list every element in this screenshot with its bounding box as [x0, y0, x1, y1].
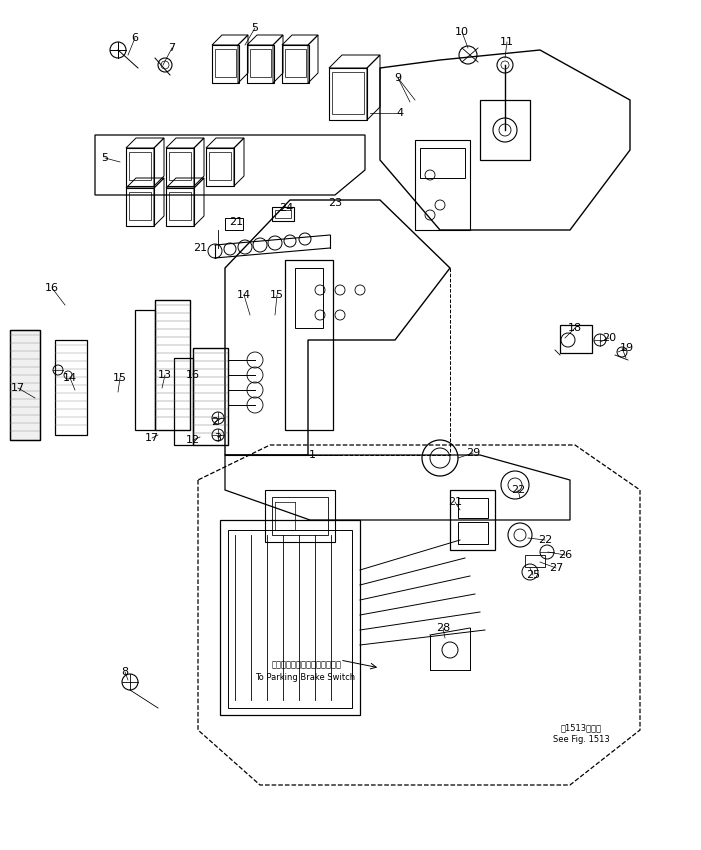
- Bar: [10, 330, 40, 440]
- Text: 28: 28: [436, 623, 450, 633]
- Text: 11: 11: [500, 37, 514, 47]
- Bar: [206, 148, 234, 186]
- Bar: [250, 49, 271, 77]
- Text: 22: 22: [538, 535, 552, 545]
- Text: 21: 21: [193, 243, 207, 253]
- Bar: [450, 490, 495, 550]
- Bar: [169, 152, 191, 180]
- Text: 24: 24: [279, 203, 293, 213]
- Bar: [285, 260, 333, 430]
- Text: 12: 12: [186, 435, 200, 445]
- Text: 5: 5: [102, 153, 109, 163]
- Text: 16: 16: [186, 370, 200, 380]
- Bar: [129, 192, 151, 220]
- Bar: [209, 152, 231, 180]
- Text: 9: 9: [395, 73, 402, 83]
- Text: 26: 26: [558, 550, 572, 560]
- Text: 23: 23: [328, 198, 342, 208]
- Text: 18: 18: [568, 323, 582, 333]
- Bar: [420, 148, 465, 178]
- Bar: [332, 72, 364, 114]
- Text: 4: 4: [397, 108, 404, 118]
- Text: 21: 21: [448, 497, 462, 507]
- Bar: [265, 490, 335, 542]
- Text: 29: 29: [466, 448, 480, 458]
- Text: 14: 14: [237, 290, 251, 300]
- Text: 21: 21: [229, 217, 243, 227]
- Bar: [228, 530, 352, 708]
- Bar: [560, 325, 592, 353]
- Bar: [212, 45, 239, 83]
- Bar: [55, 340, 87, 435]
- Text: 19: 19: [620, 343, 634, 353]
- Bar: [225, 218, 243, 230]
- Text: 15: 15: [113, 373, 127, 383]
- Bar: [285, 49, 306, 77]
- Bar: [169, 192, 191, 220]
- Bar: [166, 148, 194, 186]
- Text: 17: 17: [145, 433, 159, 443]
- Text: 13: 13: [158, 370, 172, 380]
- Text: 16: 16: [45, 283, 59, 293]
- Text: 15: 15: [270, 290, 284, 300]
- Text: 22: 22: [511, 485, 525, 495]
- Text: 10: 10: [455, 27, 469, 37]
- Bar: [525, 555, 545, 567]
- Bar: [272, 497, 328, 535]
- Text: 3: 3: [215, 433, 222, 443]
- Bar: [126, 148, 154, 186]
- Bar: [329, 68, 367, 120]
- Polygon shape: [10, 330, 40, 440]
- Bar: [415, 140, 470, 230]
- Bar: [282, 45, 309, 83]
- Bar: [480, 100, 530, 160]
- Text: To Parking Brake Switch: To Parking Brake Switch: [255, 672, 355, 682]
- Bar: [247, 45, 274, 83]
- Text: 6: 6: [132, 33, 139, 43]
- Text: 7: 7: [168, 43, 175, 53]
- Bar: [458, 498, 488, 518]
- Text: 2: 2: [212, 417, 219, 427]
- Bar: [275, 210, 291, 218]
- Text: 17: 17: [11, 383, 25, 393]
- Bar: [126, 188, 154, 226]
- Bar: [215, 49, 236, 77]
- Text: 8: 8: [121, 667, 128, 677]
- Text: 25: 25: [526, 570, 540, 580]
- Text: See Fig. 1513: See Fig. 1513: [552, 735, 609, 745]
- Bar: [166, 188, 194, 226]
- Text: 14: 14: [63, 373, 77, 383]
- Bar: [272, 207, 294, 221]
- Text: パーキングブレーキスイッチへ: パーキングブレーキスイッチへ: [272, 660, 342, 670]
- Bar: [458, 522, 488, 544]
- Text: 1: 1: [308, 450, 315, 460]
- Bar: [295, 268, 323, 328]
- Text: 5: 5: [252, 23, 259, 33]
- Text: 20: 20: [602, 333, 616, 343]
- Text: ㄄1513図参照: ㄄1513図参照: [560, 723, 601, 733]
- Bar: [220, 520, 360, 715]
- Bar: [129, 152, 151, 180]
- Text: 27: 27: [549, 563, 563, 573]
